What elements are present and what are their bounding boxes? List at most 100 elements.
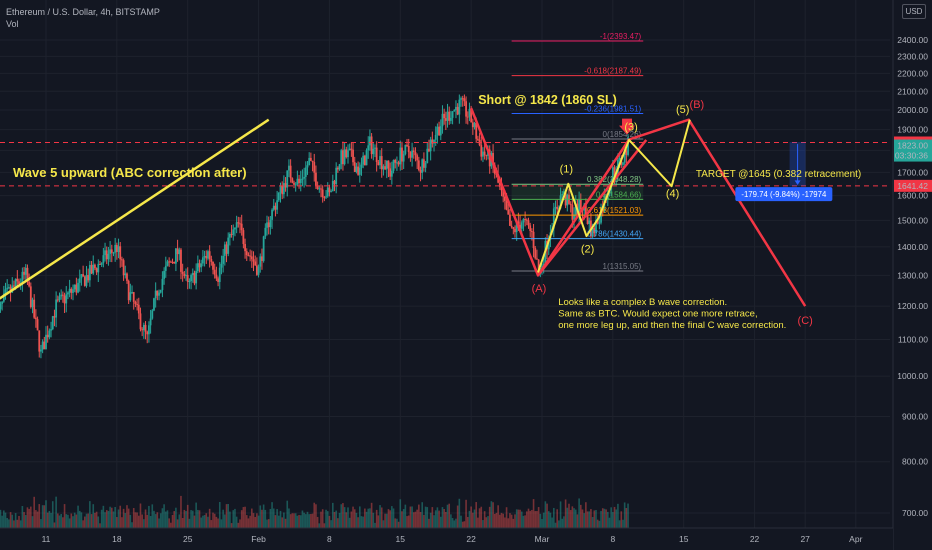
candle-body: [374, 147, 376, 149]
volume-bar: [254, 516, 256, 528]
volume-bar: [159, 513, 162, 528]
volume-bar: [186, 504, 189, 528]
candle-body: [336, 167, 339, 170]
volume-bar: [542, 512, 545, 528]
volume-bar: [571, 506, 574, 528]
candle-body: [294, 184, 297, 186]
candle-body: [21, 271, 24, 284]
volume-bar: [434, 510, 437, 528]
volume-bar: [598, 520, 601, 528]
volume-bar: [271, 502, 273, 528]
level-price-label: 1641.42: [897, 181, 928, 191]
volume-bar: [561, 518, 564, 528]
volume-bar: [6, 518, 8, 528]
volume-bar: [1, 515, 3, 528]
volume-bar: [305, 514, 307, 528]
volume-bar: [131, 522, 133, 528]
candle-body: [377, 162, 380, 166]
volume-bar: [576, 514, 579, 528]
volume-bar: [343, 507, 346, 528]
candle-body: [269, 219, 272, 228]
candle-body: [122, 260, 125, 276]
volume-bar: [251, 508, 253, 528]
candle-body: [137, 304, 140, 314]
current-price-label: 1823.00: [897, 141, 928, 151]
volume-bar: [389, 510, 391, 528]
volume-bar: [558, 520, 560, 528]
candle-body: [267, 222, 270, 228]
volume-bar: [215, 516, 218, 528]
candle-body: [228, 234, 231, 238]
candle-body: [559, 195, 562, 209]
candle-body: [573, 214, 575, 220]
candle-body: [23, 271, 25, 275]
candle-body: [117, 246, 120, 253]
candle-body: [311, 160, 314, 163]
volume-bar: [210, 520, 213, 528]
candle-body: [578, 199, 581, 216]
volume-bar: [119, 505, 122, 528]
volume-bar: [612, 512, 614, 528]
price-tick-label: 2100.00: [897, 86, 928, 96]
candle-body: [611, 167, 614, 181]
volume-bar: [134, 512, 137, 528]
candle-body: [321, 189, 324, 198]
candle-body: [401, 147, 403, 162]
volume-bar: [126, 505, 128, 528]
volume-bar: [84, 516, 86, 528]
candle-body: [335, 167, 338, 185]
volume-bar: [283, 512, 285, 528]
candle-body: [372, 148, 375, 155]
candle-body: [77, 282, 79, 293]
volume-bar: [333, 511, 336, 528]
candle-body: [41, 341, 44, 350]
candle-body: [196, 263, 199, 272]
volume-bar: [620, 511, 623, 528]
candle-body: [347, 150, 349, 158]
annotation-note-line: Same as BTC. Would expect one more retra…: [558, 309, 757, 320]
symbol-title[interactable]: Ethereum / U.S. Dollar, 4h, BITSTAMP: [6, 7, 160, 17]
candle-body: [439, 126, 442, 136]
wave-label: (3): [624, 122, 637, 134]
volume-bar: [532, 499, 535, 528]
candle-body: [598, 222, 601, 224]
currency-button[interactable]: USD: [902, 4, 926, 19]
volume-bar: [519, 509, 521, 528]
volume-bar: [500, 512, 503, 528]
volume-bar: [487, 516, 489, 528]
candle-body: [58, 296, 61, 300]
impulse-wave-path: [537, 119, 691, 273]
volume-bar: [137, 515, 140, 528]
fib-level-label: 0.786(1430.44): [587, 230, 642, 239]
annotation-short: Short @ 1842 (1860 SL): [478, 93, 617, 107]
candle-body: [407, 145, 410, 153]
volume-bar: [547, 511, 550, 528]
candle-body: [92, 264, 95, 274]
candle-body: [574, 203, 577, 215]
candle-body: [375, 147, 378, 163]
volume-bar: [102, 505, 105, 528]
candle-body: [318, 188, 321, 190]
time-tick-label: Apr: [849, 534, 862, 544]
candle-body: [235, 222, 238, 228]
volume-bar: [360, 516, 363, 528]
price-tick-label: 2200.00: [897, 68, 928, 78]
current-price-badge: [894, 139, 932, 162]
fib-level-label: -1(2393.47): [600, 32, 642, 41]
volume-bar: [559, 501, 562, 528]
volume-bar: [62, 517, 64, 528]
candle-body: [6, 287, 9, 290]
candle-body: [316, 185, 319, 190]
volume-bar: [65, 514, 68, 528]
volume-bar: [342, 503, 344, 528]
volume-bar: [515, 509, 518, 528]
volume-bar: [262, 504, 265, 528]
volume-bar: [323, 523, 326, 528]
candle-body: [618, 157, 621, 160]
volume-bar: [534, 511, 537, 528]
candle-body: [161, 278, 164, 291]
candle-body: [183, 273, 186, 277]
volume-indicator-label[interactable]: Vol: [6, 19, 19, 29]
candle-body: [299, 179, 302, 184]
